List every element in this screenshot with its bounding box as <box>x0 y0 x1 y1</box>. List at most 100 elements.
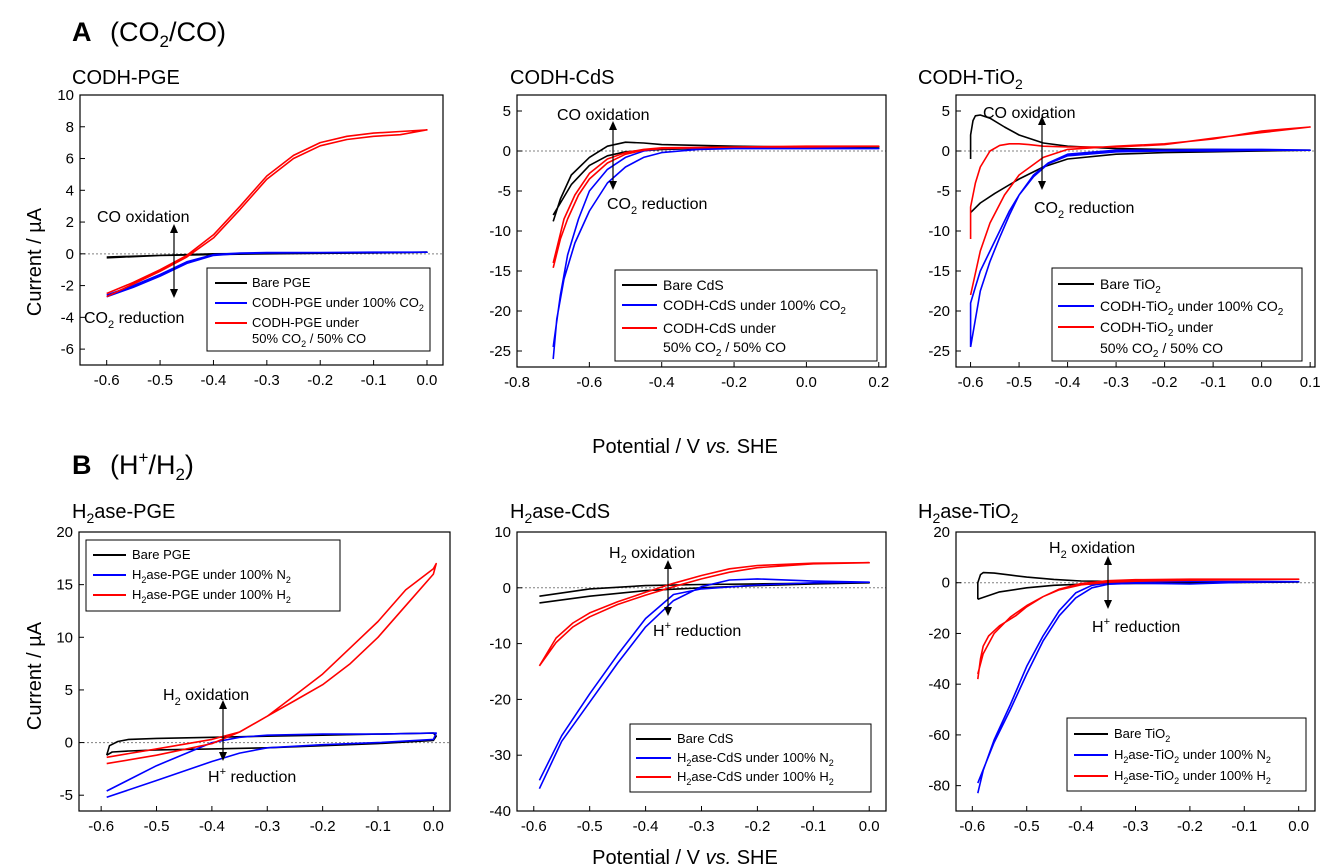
x-tick-label: -0.3 <box>254 818 280 835</box>
x-tick-label: -0.4 <box>649 374 675 391</box>
x-tick-label: -0.6 <box>958 374 984 391</box>
arrow-up-head <box>664 560 672 569</box>
y-tick-label: 0 <box>942 575 950 592</box>
legend-label-red: CODH-PGE under <box>252 315 360 330</box>
x-tick-label: -0.2 <box>307 372 333 389</box>
x-tick-label: -0.4 <box>1068 818 1094 835</box>
y-tick-label: -2 <box>61 278 74 295</box>
series-line-1 <box>977 580 1300 794</box>
legend-label-bare: Bare PGE <box>252 275 311 290</box>
y-tick-label: 0 <box>503 580 511 597</box>
arrow-up-head <box>1104 556 1112 565</box>
annotation-oxidation: CO oxidation <box>557 107 650 124</box>
y-axis-label-a: Current / µA <box>24 207 46 316</box>
annotation-oxidation: CO oxidation <box>97 209 190 226</box>
series-line-2 <box>106 129 428 298</box>
panel-title-codh-pge: CODH-PGE <box>72 67 180 89</box>
series-line-0 <box>105 732 438 756</box>
y-tick-label: -25 <box>928 343 950 360</box>
annotations-codh-tio2: CO oxidation CO2 reduction <box>983 105 1134 221</box>
y-tick-label: -25 <box>489 343 511 360</box>
y-tick-label: -30 <box>489 747 511 764</box>
arrow-up-head <box>609 121 617 130</box>
y-tick-label: 2 <box>66 214 74 231</box>
legend-label-red-2: 50% CO2 / 50% CO <box>1100 340 1223 360</box>
y-tick-label: -10 <box>489 223 511 240</box>
x-tick-label: -0.2 <box>721 374 747 391</box>
x-tick-label: -0.2 <box>1177 818 1203 835</box>
chart-h2ase-tio2: -0.6 -0.5 -0.4 -0.3 -0.2 -0.1 0.0 -80 -60 -40 -20 0… <box>928 524 1316 835</box>
legend-label-red-2: 50% CO2 / 50% CO <box>663 339 786 359</box>
y-tick-label: -40 <box>928 676 950 693</box>
y-tick-label: 10 <box>57 87 74 104</box>
annotations-codh-cds: CO oxidation CO2 reduction <box>557 107 707 217</box>
legend-h2ase-pge: Bare PGE H2ase-PGE under 100% N2 H2ase-P… <box>85 539 341 612</box>
series-line-1 <box>106 251 428 298</box>
annotation-reduction: CO2 reduction <box>84 310 184 331</box>
panel-title-h2ase-cds: H2ase-CdS <box>510 501 610 526</box>
x-tick-label: -0.6 <box>959 818 985 835</box>
section-a-suffix: (CO2/CO) <box>110 17 226 51</box>
x-tick-label: -0.1 <box>1200 374 1226 391</box>
legend-label-red: H2ase-CdS under 100% H2 <box>677 769 834 787</box>
y-tick-label: 0 <box>942 143 950 160</box>
y-tick-label: 10 <box>494 524 511 541</box>
arrow-down-head <box>664 607 672 616</box>
y-tick-label: -80 <box>928 778 950 795</box>
arrow-up-head <box>219 700 227 709</box>
series-line-1 <box>969 148 1311 348</box>
y-tick-label: 8 <box>66 119 74 136</box>
x-tick-label: -0.1 <box>800 818 826 835</box>
y-tick-label: -40 <box>489 803 511 820</box>
arrow-down-head <box>170 289 178 298</box>
panel-title-h2ase-pge: H2ase-PGE <box>72 501 175 526</box>
y-tick-label: -5 <box>60 787 73 804</box>
y-tick-label: -15 <box>928 263 950 280</box>
chart-h2ase-pge: -0.6 -0.5 -0.4 -0.3 -0.2 -0.1 0.0 -5 0 5 10 15 20 <box>56 524 451 835</box>
legend-h2ase-cds: Bare CdS H2ase-CdS under 100% N2 H2ase-C… <box>629 723 872 793</box>
legend-label-red-2: 50% CO2 / 50% CO <box>252 331 366 349</box>
annotations-h2ase-pge: H2 oxidation H+ reduction <box>163 687 296 786</box>
y-tick-label: 10 <box>56 629 73 646</box>
x-tick-label: -0.5 <box>577 818 603 835</box>
legend-box <box>85 539 341 612</box>
annotation-oxidation: H2 oxidation <box>163 687 249 708</box>
x-tick-label: -0.5 <box>1006 374 1032 391</box>
y-tick-label: 15 <box>56 577 73 594</box>
x-tick-label: 0.0 <box>1288 818 1309 835</box>
annotations-h2ase-cds: H2 oxidation H+ reduction <box>609 545 741 640</box>
y-tick-label: -20 <box>928 625 950 642</box>
x-tick-label: -0.8 <box>504 374 530 391</box>
y-tick-label: 20 <box>56 524 73 541</box>
y-axis-label-b: Current / µA <box>24 621 46 730</box>
x-tick-label: 0.2 <box>868 374 889 391</box>
legend-label-blue: H2ase-PGE under 100% N2 <box>132 567 291 585</box>
arrow-down-head <box>1038 181 1046 190</box>
annotation-reduction: CO2 reduction <box>607 196 707 217</box>
arrow-up-head <box>170 224 178 233</box>
y-tick-label: 6 <box>66 151 74 168</box>
x-tick-label: -0.4 <box>201 372 227 389</box>
legend-box <box>206 267 431 352</box>
series-line-0 <box>976 571 1300 600</box>
x-tick-label: -0.3 <box>1123 818 1149 835</box>
legend-label-bare: Bare TiO2 <box>1114 726 1170 744</box>
x-tick-label: 0.0 <box>1251 374 1272 391</box>
section-a-letter: A <box>72 17 92 47</box>
legend-label-blue: CODH-CdS under 100% CO2 <box>663 297 846 317</box>
x-tick-label: -0.4 <box>1055 374 1081 391</box>
legend-label-blue: H2ase-CdS under 100% N2 <box>677 750 834 768</box>
legend-codh-cds: Bare CdS CODH-CdS under 100% CO2 CODH-Cd… <box>614 269 878 362</box>
legend-label-bare: Bare TiO2 <box>1100 276 1161 296</box>
legend-codh-tio2: Bare TiO2 CODH-TiO2 under 100% CO2 CODH-… <box>1051 267 1303 362</box>
y-tick-label: -10 <box>489 636 511 653</box>
series-line-2 <box>977 578 1300 680</box>
annotation-oxidation: CO oxidation <box>983 105 1076 122</box>
chart-codh-cds: -0.8 -0.6 -0.4 -0.2 0.0 0.2 -25 -20 -15 -10 -5 0 5 <box>489 94 889 391</box>
arrow-up-head <box>1038 116 1046 125</box>
x-tick-label: 0.1 <box>1300 374 1321 391</box>
x-tick-label: -0.6 <box>94 372 120 389</box>
x-tick-label: 0.0 <box>859 818 880 835</box>
series-line-1 <box>106 732 438 799</box>
